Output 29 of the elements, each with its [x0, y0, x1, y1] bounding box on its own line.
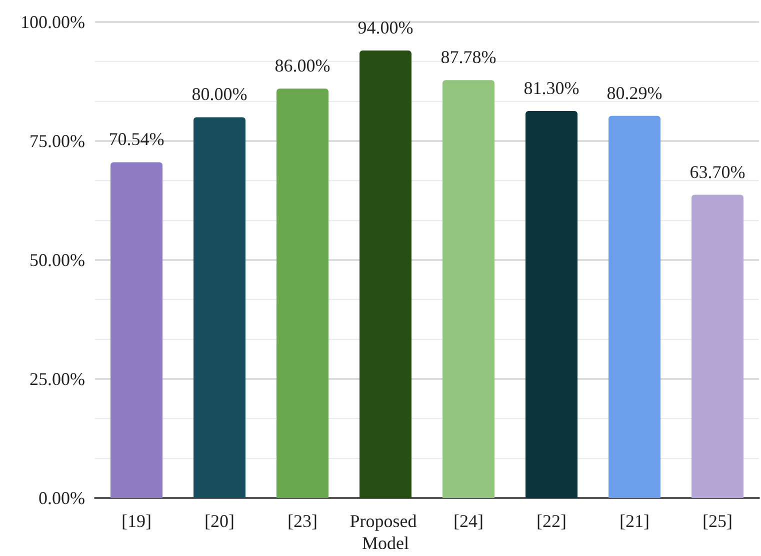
bar	[526, 111, 578, 498]
bar	[194, 117, 246, 498]
x-tick-label: Proposed Model	[350, 511, 422, 553]
y-tick-label: 75.00%	[30, 131, 85, 151]
x-tick-label: [20]	[204, 511, 234, 531]
x-tick-label: [24]	[454, 511, 484, 531]
data-label: 80.00%	[192, 84, 248, 104]
y-tick-label: 0.00%	[38, 488, 85, 508]
bar	[442, 80, 494, 498]
x-tick-label: [19]	[122, 511, 152, 531]
y-tick-label: 25.00%	[30, 369, 85, 389]
y-tick-label: 100.00%	[20, 12, 85, 32]
bar	[608, 116, 660, 498]
data-label: 70.54%	[108, 129, 164, 150]
data-label: 81.30%	[524, 78, 580, 98]
x-tick-label: [21]	[620, 511, 650, 531]
x-tick-label: [23]	[288, 511, 318, 531]
data-label: 87.78%	[440, 47, 496, 68]
data-label: 94.00%	[358, 18, 414, 38]
bar	[692, 194, 744, 498]
bar	[276, 88, 328, 498]
data-label: 80.29%	[606, 82, 662, 103]
data-label: 86.00%	[274, 56, 330, 76]
bar	[360, 50, 412, 498]
x-tick-label: [25]	[702, 511, 732, 531]
data-label: 63.70%	[690, 162, 746, 182]
bar	[110, 162, 162, 498]
x-tick-label: [22]	[536, 511, 566, 531]
y-tick-label: 50.00%	[30, 250, 85, 270]
